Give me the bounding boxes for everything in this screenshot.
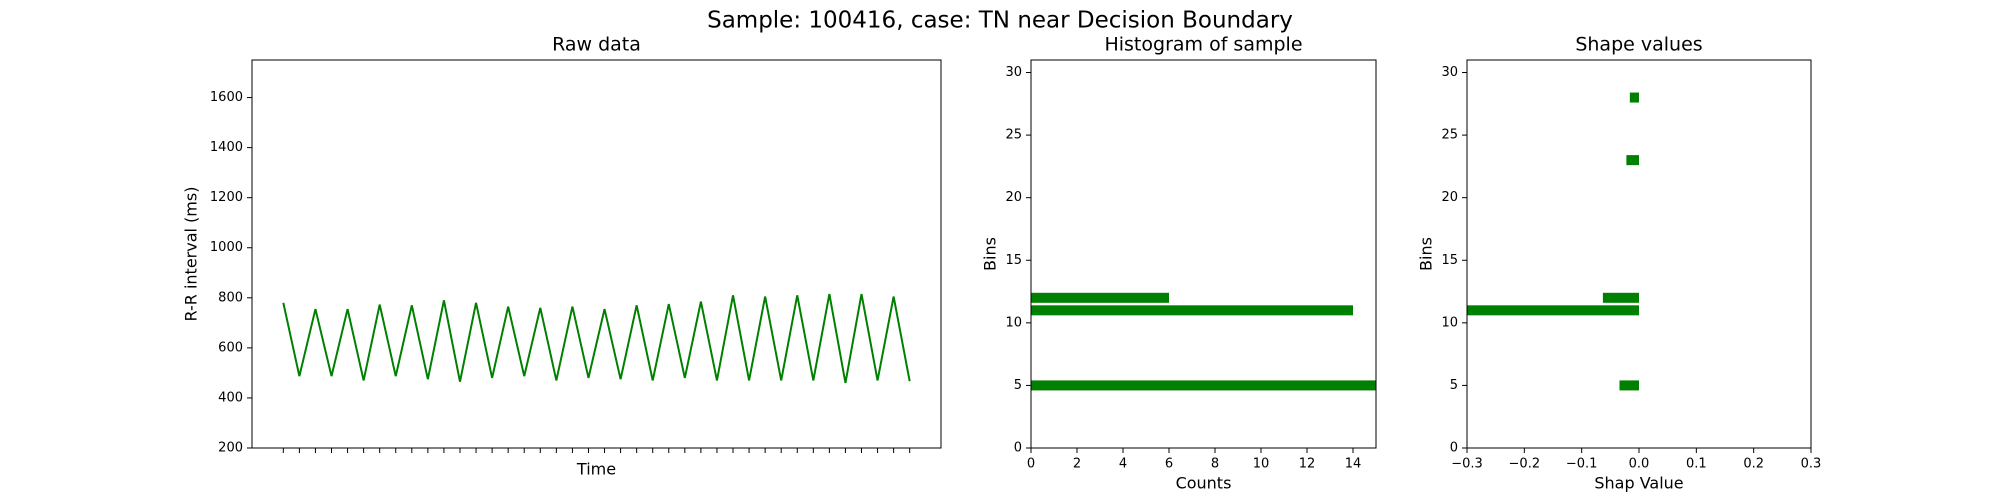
x-axis-label: Counts bbox=[1176, 474, 1232, 493]
x-tick-label: 0 bbox=[1027, 457, 1035, 472]
x-tick-label: 8 bbox=[1211, 457, 1219, 472]
y-tick-label: 10 bbox=[1005, 315, 1022, 330]
axes-title: Histogram of sample bbox=[1104, 34, 1302, 56]
x-tick-label: 0.0 bbox=[1629, 457, 1650, 472]
x-tick-label: −0.3 bbox=[1451, 457, 1483, 472]
bar bbox=[1031, 380, 1376, 391]
y-tick-label: 1000 bbox=[210, 240, 243, 255]
y-tick-label: 400 bbox=[218, 390, 243, 405]
x-tick-label: 2 bbox=[1073, 457, 1081, 472]
y-tick-label: 25 bbox=[1441, 128, 1458, 143]
figure-title: Sample: 100416, case: TN near Decision B… bbox=[707, 8, 1293, 34]
x-axis-label: Time bbox=[576, 460, 616, 479]
x-axis-label: Shap Value bbox=[1594, 474, 1683, 493]
x-tick-label: 0.3 bbox=[1801, 457, 1822, 472]
y-tick-label: 25 bbox=[1005, 128, 1022, 143]
y-tick-label: 30 bbox=[1441, 65, 1458, 80]
y-axis-label: R-R interval (ms) bbox=[182, 187, 201, 322]
axes-frame bbox=[1030, 59, 1377, 449]
x-tick-label: 14 bbox=[1345, 457, 1362, 472]
bar bbox=[1467, 305, 1639, 316]
axes-title: Raw data bbox=[552, 34, 641, 56]
x-tick-label: 4 bbox=[1119, 457, 1127, 472]
axes-frame bbox=[1466, 59, 1812, 449]
bar bbox=[1031, 305, 1353, 316]
y-tick-label: 1600 bbox=[210, 90, 243, 105]
bar bbox=[1031, 292, 1169, 303]
y-tick-label: 1200 bbox=[210, 190, 243, 205]
y-tick-label: 10 bbox=[1441, 315, 1458, 330]
y-tick-label: 1400 bbox=[210, 140, 243, 155]
x-tick-label: 0.2 bbox=[1743, 457, 1764, 472]
y-tick-label: 5 bbox=[1450, 378, 1458, 393]
y-tick-label: 0 bbox=[1450, 441, 1458, 456]
y-tick-label: 20 bbox=[1005, 190, 1022, 205]
y-tick-label: 0 bbox=[1014, 441, 1022, 456]
y-tick-label: 15 bbox=[1441, 253, 1458, 268]
y-tick-label: 30 bbox=[1005, 65, 1022, 80]
x-tick-label: 6 bbox=[1165, 457, 1173, 472]
data-line bbox=[282, 293, 911, 384]
bar bbox=[1626, 155, 1639, 166]
y-tick-label: 5 bbox=[1014, 378, 1022, 393]
axes-frame bbox=[251, 59, 942, 449]
y-tick-label: 20 bbox=[1441, 190, 1458, 205]
x-tick-label: 12 bbox=[1299, 457, 1316, 472]
y-tick-label: 15 bbox=[1005, 253, 1022, 268]
axes-title: Shape values bbox=[1575, 34, 1702, 56]
y-axis-label: Bins bbox=[981, 237, 1000, 271]
y-tick-label: 800 bbox=[218, 290, 243, 305]
y-tick-label: 600 bbox=[218, 340, 243, 355]
y-axis-label: Bins bbox=[1417, 237, 1436, 271]
bar bbox=[1619, 380, 1639, 391]
x-tick-label: 0.1 bbox=[1686, 457, 1707, 472]
bar bbox=[1629, 92, 1639, 103]
bar bbox=[1602, 292, 1639, 303]
x-tick-label: −0.1 bbox=[1566, 457, 1598, 472]
y-tick-label: 200 bbox=[218, 441, 243, 456]
x-tick-label: −0.2 bbox=[1509, 457, 1541, 472]
x-tick-label: 10 bbox=[1253, 457, 1270, 472]
